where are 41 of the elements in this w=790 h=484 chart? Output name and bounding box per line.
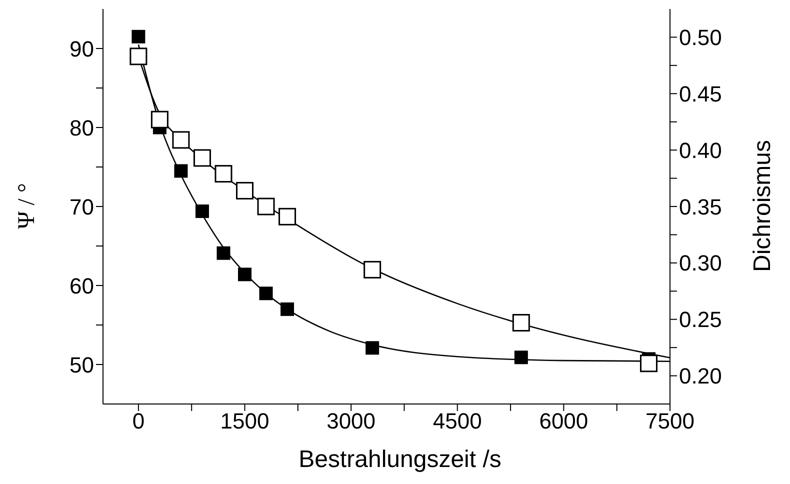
x-tick-label: 0 bbox=[132, 408, 145, 434]
point bbox=[193, 149, 211, 167]
point bbox=[280, 302, 294, 316]
x-tick-label: 4500 bbox=[432, 408, 482, 434]
point bbox=[278, 208, 296, 226]
x-tick-label: 7500 bbox=[646, 408, 694, 434]
y-tick-label: 80 bbox=[70, 115, 94, 140]
point bbox=[257, 198, 275, 216]
point bbox=[512, 314, 530, 332]
point bbox=[514, 350, 528, 364]
point bbox=[130, 48, 148, 66]
point bbox=[195, 204, 209, 218]
point bbox=[150, 110, 168, 128]
y-tick-label: 70 bbox=[70, 194, 94, 220]
point bbox=[366, 341, 380, 355]
point bbox=[132, 30, 146, 44]
x-tick-label: 3000 bbox=[326, 408, 376, 434]
point bbox=[640, 354, 658, 372]
y2-tick-label: 0.40 bbox=[679, 138, 722, 163]
point bbox=[214, 165, 232, 183]
point bbox=[259, 286, 273, 300]
y2-tick-label: 0.25 bbox=[679, 307, 722, 332]
y2-tick-label: 0.20 bbox=[679, 364, 722, 389]
y2-tick-label: 0.45 bbox=[679, 81, 722, 106]
point bbox=[174, 164, 188, 178]
point bbox=[364, 260, 382, 278]
y-tick-label: 60 bbox=[70, 273, 94, 298]
point bbox=[236, 182, 254, 200]
y-axis-title: Ψ / ° bbox=[14, 183, 40, 229]
x-tick-label: 6000 bbox=[539, 408, 588, 434]
point bbox=[216, 246, 230, 260]
x-tick-label: 1500 bbox=[220, 408, 270, 434]
y2-axis-title: Dichroismus bbox=[749, 140, 776, 272]
y2-tick-label: 0.35 bbox=[679, 194, 722, 220]
y-tick-label: 90 bbox=[70, 36, 94, 62]
y-tick-label: 50 bbox=[70, 352, 94, 378]
x-axis-title: Bestrahlungszeit /s bbox=[298, 446, 502, 473]
y2-tick-label: 0.30 bbox=[679, 250, 722, 276]
y2-tick-label: 0.50 bbox=[679, 25, 722, 50]
point bbox=[238, 268, 252, 282]
point bbox=[172, 131, 190, 149]
